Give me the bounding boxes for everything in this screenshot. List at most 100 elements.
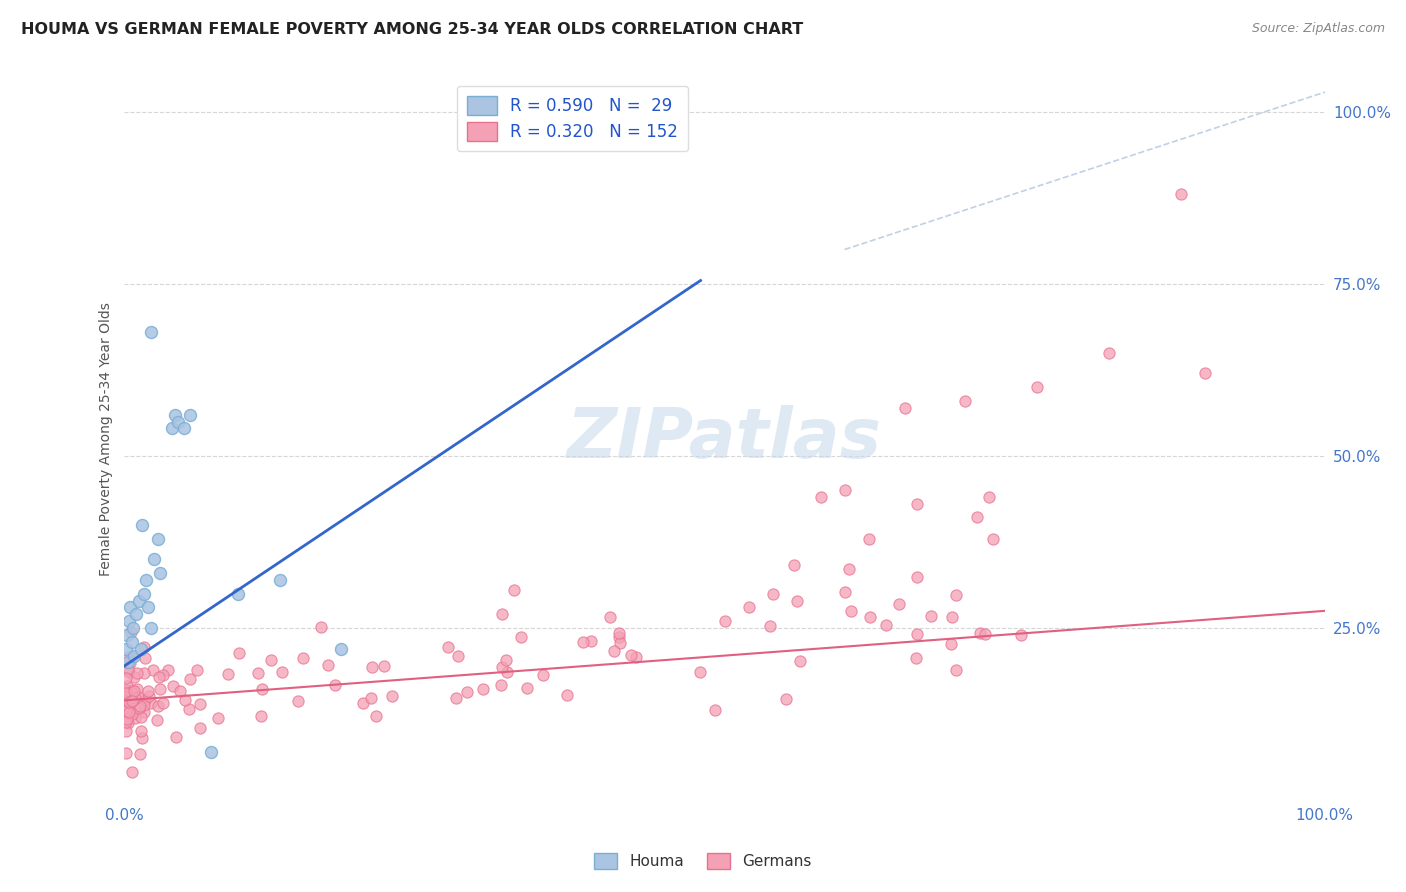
Point [121, 650, 143, 665]
Point [115, 679, 138, 693]
Text: Source: ZipAtlas.com: Source: ZipAtlas.com [1251, 22, 1385, 36]
Point [626, 650, 648, 665]
Point [124, 690, 146, 705]
Point [352, 696, 374, 710]
Point [1010, 628, 1032, 642]
Point [149, 566, 172, 580]
Point [146, 532, 169, 546]
Point [323, 678, 346, 692]
Point [783, 558, 806, 573]
Point [510, 631, 533, 645]
Point [920, 609, 942, 624]
Point [117, 656, 139, 670]
Point [444, 691, 467, 706]
Point [689, 665, 711, 680]
Point [121, 692, 143, 706]
Point [139, 325, 162, 339]
Point [786, 593, 808, 607]
Point [122, 693, 145, 707]
Point [114, 641, 136, 656]
Point [128, 701, 150, 715]
Text: HOUMA VS GERMAN FEMALE POVERTY AMONG 25-34 YEAR OLDS CORRELATION CHART: HOUMA VS GERMAN FEMALE POVERTY AMONG 25-… [21, 22, 803, 37]
Point [131, 731, 153, 745]
Point [146, 699, 169, 714]
Point [620, 648, 643, 663]
Point [186, 663, 208, 677]
Point [122, 684, 145, 698]
Point [138, 689, 160, 703]
Point [581, 633, 603, 648]
Point [121, 764, 143, 779]
Point [329, 641, 352, 656]
Point [491, 660, 513, 674]
Point [1025, 380, 1047, 394]
Point [893, 401, 915, 415]
Point [117, 707, 139, 722]
Point [759, 619, 782, 633]
Point [572, 635, 595, 649]
Point [148, 670, 170, 684]
Point [188, 697, 211, 711]
Point [132, 698, 155, 712]
Point [117, 650, 139, 665]
Point [834, 584, 856, 599]
Point [502, 582, 524, 597]
Point [138, 600, 160, 615]
Point [737, 600, 759, 615]
Point [270, 665, 292, 680]
Point [134, 651, 156, 665]
Point [456, 684, 478, 698]
Point [128, 593, 150, 607]
Point [228, 646, 250, 660]
Point [129, 698, 152, 713]
Point [131, 724, 153, 739]
Point [156, 663, 179, 677]
Point [316, 658, 339, 673]
Point [838, 562, 860, 576]
Point [117, 713, 139, 727]
Point [121, 707, 143, 722]
Point [360, 691, 382, 706]
Legend: Houma, Germans: Houma, Germans [588, 847, 818, 875]
Point [1170, 187, 1192, 202]
Point [789, 654, 811, 668]
Point [121, 635, 143, 649]
Point [134, 666, 156, 681]
Point [162, 679, 184, 693]
Point [246, 665, 269, 680]
Point [118, 665, 141, 680]
Point [260, 653, 283, 667]
Point [118, 695, 141, 709]
Point [121, 682, 143, 697]
Point [145, 713, 167, 727]
Point [136, 684, 159, 698]
Point [217, 667, 239, 681]
Point [713, 614, 735, 628]
Legend: R = 0.590   N =  29, R = 0.320   N = 152: R = 0.590 N = 29, R = 0.320 N = 152 [457, 86, 688, 151]
Point [114, 704, 136, 718]
Point [134, 705, 156, 719]
Point [471, 682, 494, 697]
Point [143, 552, 166, 566]
Point [249, 709, 271, 723]
Point [118, 690, 141, 705]
Point [939, 637, 962, 651]
Point [115, 686, 138, 700]
Point [179, 408, 201, 422]
Point [125, 607, 148, 622]
Point [859, 610, 882, 624]
Point [941, 610, 963, 624]
Point [117, 662, 139, 676]
Point [269, 573, 291, 587]
Point [200, 745, 222, 759]
Point [905, 570, 928, 584]
Point [163, 408, 186, 422]
Point [907, 627, 929, 641]
Point [115, 628, 138, 642]
Point [129, 710, 152, 724]
Point [129, 641, 152, 656]
Point [904, 650, 927, 665]
Point [114, 683, 136, 698]
Point [966, 510, 988, 524]
Point [381, 689, 404, 703]
